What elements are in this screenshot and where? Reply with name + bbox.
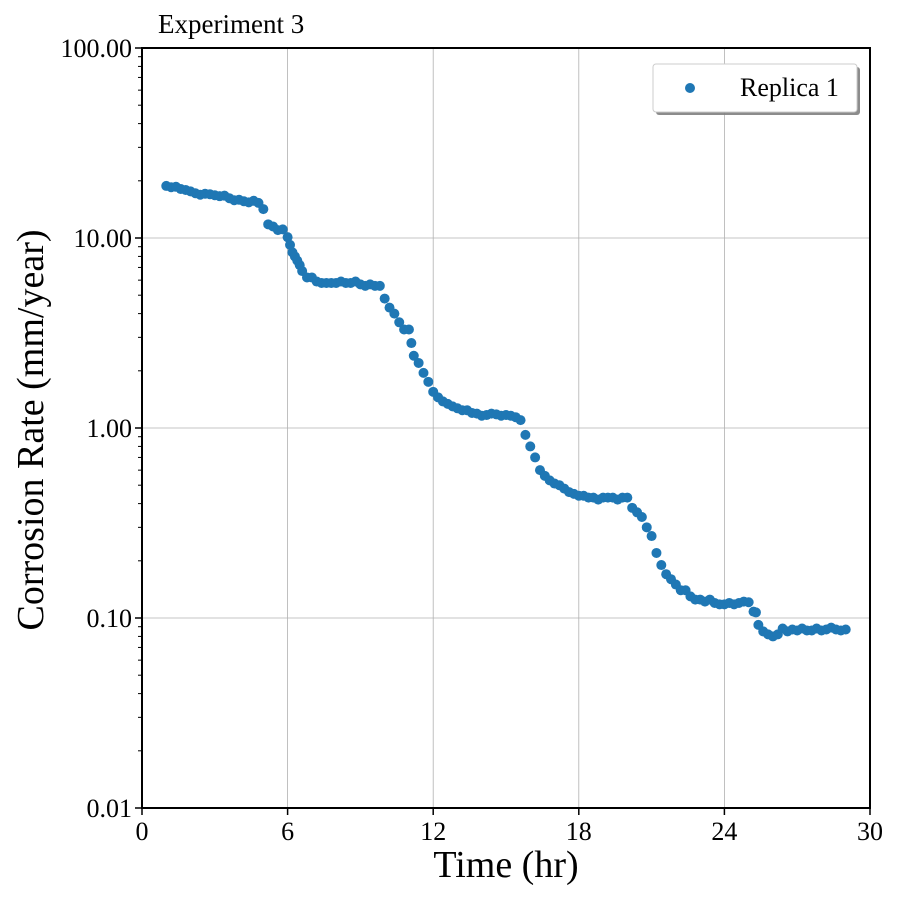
y-tick-label: 0.01 [87,794,133,823]
data-point [525,441,536,452]
y-tick-label: 100.00 [61,34,133,63]
legend: Replica 1 [652,63,860,115]
x-tick-label: 30 [857,817,883,846]
x-tick-label: 24 [711,817,737,846]
data-point [282,232,293,243]
data-point [641,522,652,533]
data-point [622,492,633,503]
y-axis-label: Corrosion Rate (mm/year) [10,229,52,630]
y-tick-label: 10.00 [74,224,133,253]
y-tick-label: 1.00 [87,414,133,443]
data-point [394,317,405,328]
plot-frame [141,47,871,809]
x-tick-label: 6 [281,817,294,846]
data-point [423,376,434,387]
x-tick-label: 0 [136,817,149,846]
legend-label: Replica 1 [740,73,839,102]
axis-ticks: 0 6 12 18 24 30 0.01 0.10 1.00 10.00 100.00 [61,34,884,846]
legend-box [652,63,858,113]
data-point [515,415,526,426]
x-axis-label: Time (hr) [433,844,578,886]
data-points [161,180,851,642]
data-point [374,280,385,291]
data-point [406,338,417,349]
data-point [646,531,657,542]
data-point [277,224,288,235]
data-point [258,204,269,215]
data-point [285,239,296,250]
data-point [408,350,419,361]
legend-marker [685,83,695,93]
x-tick-label: 12 [420,817,446,846]
data-point [413,357,424,368]
data-point [379,293,390,304]
data-point [530,452,541,463]
data-point [750,607,761,618]
data-point [403,324,414,335]
data-point [651,547,662,558]
x-tick-label: 18 [566,817,592,846]
chart-title: Experiment 3 [158,9,304,39]
data-point [636,512,647,523]
data-point [520,429,531,440]
grid [142,48,870,808]
data-point [656,560,667,571]
y-tick-label: 0.10 [87,604,133,633]
data-point [743,597,754,608]
data-point [389,308,400,319]
data-point [840,624,851,635]
data-point [418,367,429,378]
